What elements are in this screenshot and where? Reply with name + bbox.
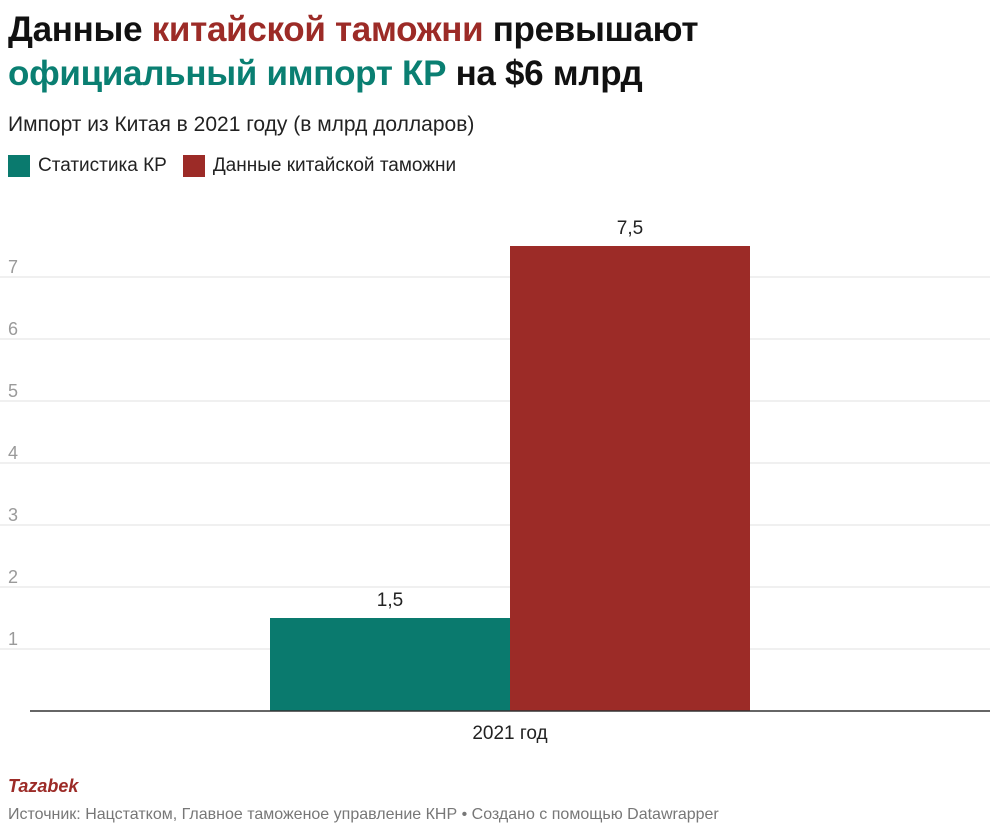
title-highlight-kr-import: официальный импорт КР (8, 54, 447, 93)
bar-chart: 1 2 3 4 5 6 7 1,5 7,5 2021 год (0, 218, 990, 744)
chart-legend: Статистика КР Данные китайской таможни (8, 155, 456, 177)
legend-label-kr-stats: Статистика КР (38, 155, 167, 176)
legend-swatch-china-customs (182, 155, 205, 177)
bar-1 (510, 246, 750, 711)
y-tick-label-6: 6 (8, 319, 18, 339)
x-category-label: 2021 год (472, 723, 547, 744)
chart-title: Данные китайской таможни превышают офици… (8, 8, 988, 96)
legend-label-china-customs: Данные китайской таможни (212, 155, 457, 176)
y-tick-label-5: 5 (8, 381, 18, 401)
bar-value-label-0: 1,5 (377, 590, 403, 611)
y-tick-label-4: 4 (8, 443, 18, 463)
y-tick-label-7: 7 (8, 257, 18, 277)
title-part-1: Данные (8, 10, 152, 49)
chart-subtitle: Импорт из Китая в 2021 году (в млрд долл… (8, 113, 475, 136)
title-highlight-china-customs: китайской таможни (151, 10, 484, 49)
y-tick-label-3: 3 (8, 505, 18, 525)
legend-item-china-customs: Данные китайской таможни (182, 155, 457, 177)
bar-0 (270, 618, 510, 711)
legend-item-kr-stats: Статистика КР (8, 155, 167, 177)
legend-swatch-kr-stats (8, 155, 30, 177)
y-tick-label-1: 1 (8, 629, 18, 649)
title-part-3: превышают (483, 10, 699, 49)
title-part-5: на $6 млрд (446, 54, 643, 93)
brand-name: Tazabek (8, 776, 79, 796)
bar-value-label-1: 7,5 (617, 218, 643, 239)
source-note: Источник: Нацстатком, Главное таможеное … (8, 806, 719, 823)
y-tick-label-2: 2 (8, 567, 18, 587)
